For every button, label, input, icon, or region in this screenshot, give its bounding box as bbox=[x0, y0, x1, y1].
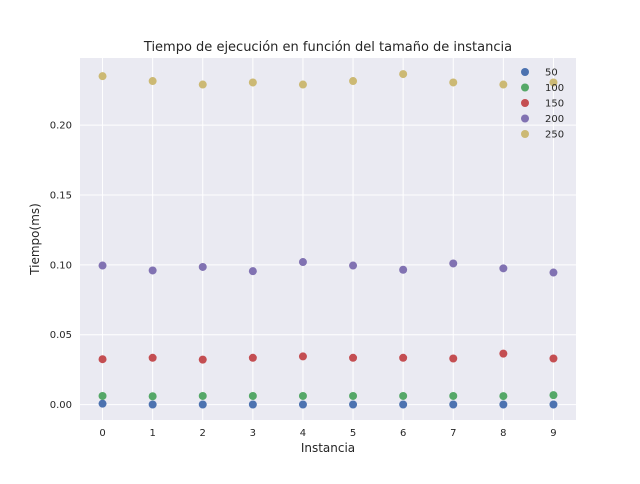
data-point-series-250 bbox=[198, 80, 207, 89]
x-tick-label: 8 bbox=[500, 428, 506, 439]
data-point-series-200 bbox=[148, 266, 157, 275]
x-tick-label: 6 bbox=[400, 428, 406, 439]
data-point-series-50 bbox=[98, 399, 107, 408]
data-point-series-150 bbox=[248, 353, 257, 362]
data-point-series-100 bbox=[499, 392, 508, 401]
data-point-series-200 bbox=[198, 262, 207, 271]
legend-label-50: 50 bbox=[545, 68, 558, 79]
data-point-series-250 bbox=[499, 80, 508, 89]
data-point-series-200 bbox=[98, 261, 107, 270]
data-point-series-250 bbox=[549, 78, 558, 87]
data-point-series-100 bbox=[298, 391, 307, 400]
data-point-series-150 bbox=[349, 353, 358, 362]
data-point-series-150 bbox=[399, 353, 408, 362]
data-point-series-100 bbox=[449, 391, 458, 400]
y-tick-label: 0.05 bbox=[50, 330, 72, 341]
y-tick-labels: 0.00 0.05 0.10 0.15 0.20 bbox=[50, 121, 72, 412]
data-point-series-200 bbox=[499, 264, 508, 273]
legend-marker-250 bbox=[521, 130, 529, 138]
x-tick-label: 5 bbox=[350, 428, 356, 439]
data-point-series-200 bbox=[248, 267, 257, 276]
data-point-series-250 bbox=[399, 70, 408, 79]
data-point-series-50 bbox=[499, 400, 508, 409]
legend-marker-50 bbox=[521, 68, 529, 76]
data-point-series-150 bbox=[549, 354, 558, 363]
x-tick-label: 0 bbox=[99, 428, 105, 439]
data-point-series-250 bbox=[248, 78, 257, 87]
data-point-series-100 bbox=[148, 392, 157, 401]
legend-label-250: 250 bbox=[545, 130, 564, 141]
data-point-series-150 bbox=[449, 354, 458, 363]
y-tick-label: 0.20 bbox=[50, 121, 72, 132]
data-point-series-250 bbox=[298, 80, 307, 89]
data-point-series-50 bbox=[349, 400, 358, 409]
legend: 50 100 150 200 250 bbox=[521, 68, 564, 141]
data-point-series-250 bbox=[449, 78, 458, 87]
data-point-series-50 bbox=[399, 400, 408, 409]
data-point-series-200 bbox=[349, 261, 358, 270]
data-point-series-200 bbox=[399, 265, 408, 274]
data-point-series-250 bbox=[98, 72, 107, 81]
data-point-series-50 bbox=[248, 400, 257, 409]
data-point-series-200 bbox=[298, 258, 307, 267]
grid-lines bbox=[80, 58, 576, 420]
legend-marker-150 bbox=[521, 99, 529, 107]
x-tick-labels: 0 1 2 3 4 5 6 7 8 9 bbox=[99, 428, 556, 439]
data-point-series-100 bbox=[349, 391, 358, 400]
legend-label-150: 150 bbox=[545, 99, 564, 110]
data-point-series-100 bbox=[198, 391, 207, 400]
data-point-series-250 bbox=[148, 77, 157, 86]
legend-label-200: 200 bbox=[545, 114, 564, 125]
data-points bbox=[98, 70, 558, 409]
data-point-series-150 bbox=[98, 355, 107, 364]
x-axis-label: Instancia bbox=[301, 441, 355, 455]
data-point-series-50 bbox=[198, 400, 207, 409]
data-point-series-150 bbox=[298, 352, 307, 361]
legend-marker-200 bbox=[521, 114, 529, 123]
data-point-series-150 bbox=[198, 355, 207, 364]
data-point-series-150 bbox=[148, 353, 157, 362]
data-point-series-100 bbox=[98, 391, 107, 400]
x-tick-label: 7 bbox=[450, 428, 456, 439]
data-point-series-150 bbox=[499, 349, 508, 358]
x-tick-label: 3 bbox=[250, 428, 256, 439]
data-point-series-100 bbox=[399, 391, 408, 400]
x-tick-label: 1 bbox=[149, 428, 155, 439]
data-point-series-250 bbox=[349, 77, 358, 86]
data-point-series-50 bbox=[449, 400, 458, 409]
x-tick-label: 9 bbox=[550, 428, 556, 439]
data-point-series-200 bbox=[549, 268, 558, 277]
y-tick-label: 0.15 bbox=[50, 190, 72, 201]
data-point-series-50 bbox=[298, 400, 307, 409]
data-point-series-100 bbox=[248, 391, 257, 400]
x-tick-label: 2 bbox=[200, 428, 206, 439]
data-point-series-50 bbox=[148, 400, 157, 409]
data-point-series-200 bbox=[449, 259, 458, 268]
y-tick-label: 0.10 bbox=[50, 260, 72, 271]
y-tick-label: 0.00 bbox=[50, 400, 72, 411]
chart-title: Tiempo de ejecución en función del tamañ… bbox=[143, 40, 512, 55]
plot-background bbox=[80, 58, 576, 420]
data-point-series-50 bbox=[549, 400, 558, 409]
data-point-series-100 bbox=[549, 391, 558, 400]
x-tick-label: 4 bbox=[300, 428, 306, 439]
y-axis-label: Tiempo(ms) bbox=[28, 203, 42, 276]
legend-label-100: 100 bbox=[545, 83, 564, 94]
legend-marker-100 bbox=[521, 83, 529, 92]
